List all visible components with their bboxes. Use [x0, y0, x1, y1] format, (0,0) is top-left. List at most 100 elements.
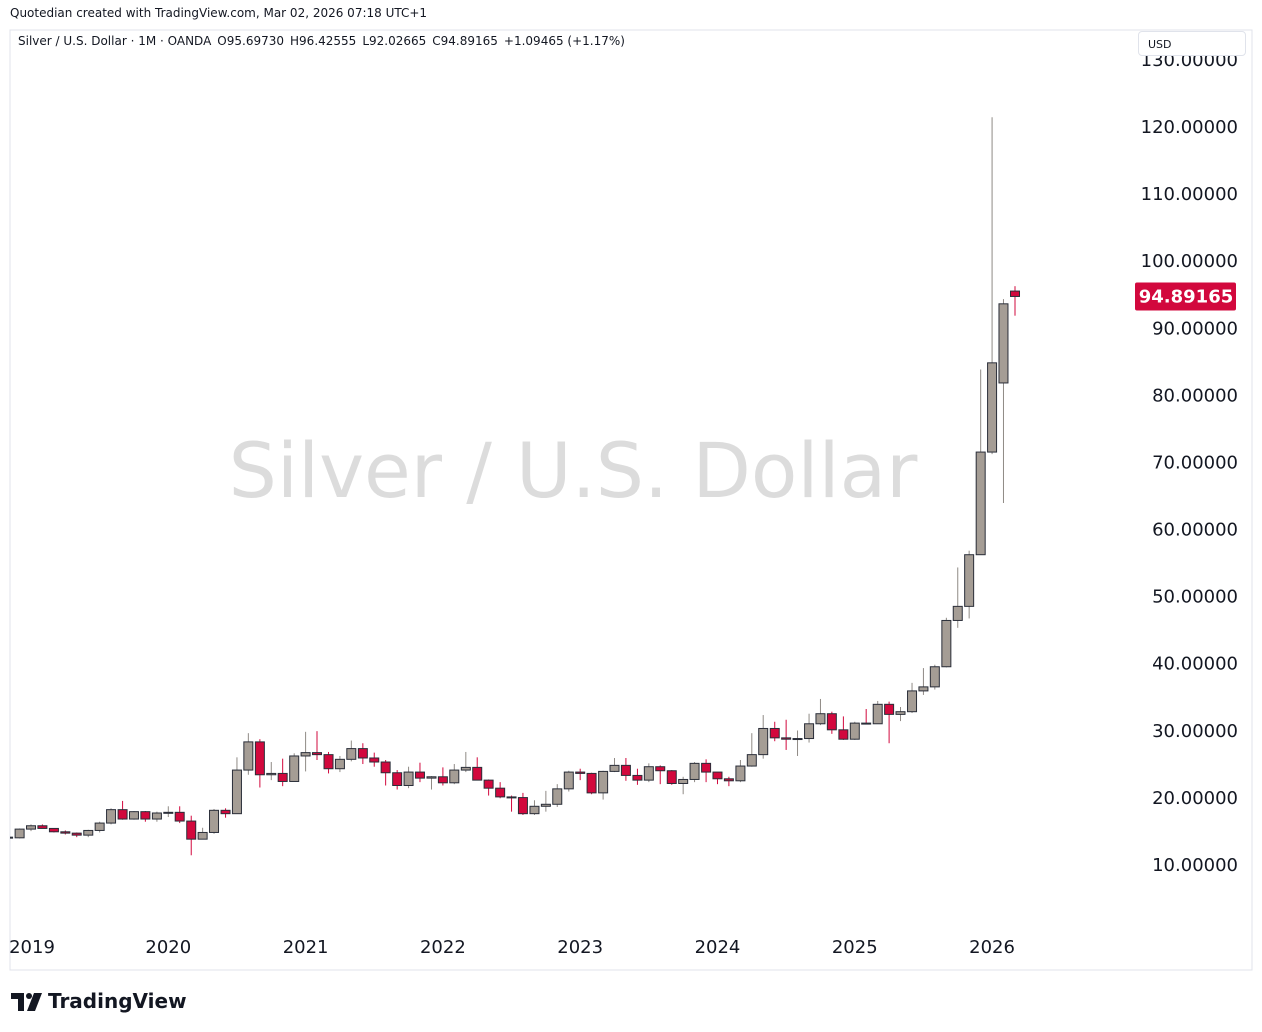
candle-body — [334, 758, 345, 770]
candle-body — [746, 754, 757, 767]
candle-body — [289, 755, 300, 782]
candle-body — [140, 811, 151, 820]
candle-body — [357, 748, 368, 759]
candle-body — [540, 803, 551, 807]
x-tick-label: 2025 — [832, 937, 878, 958]
candle-body — [689, 762, 700, 780]
brand-logo — [11, 993, 42, 1011]
credit: Quotedian created with TradingView.com, … — [10, 6, 428, 20]
candle-body — [106, 809, 117, 824]
candle-body — [952, 605, 963, 621]
candle-body — [163, 811, 174, 814]
candle-body — [884, 703, 895, 715]
candle-body — [941, 619, 952, 668]
candle-body — [620, 764, 631, 776]
x-tick-label: 2021 — [283, 937, 329, 958]
candle-body — [83, 829, 94, 836]
candle-body — [483, 779, 494, 789]
y-tick-label: 20.00000 — [1152, 788, 1238, 809]
last-price-label: 94.89165 — [1139, 286, 1234, 307]
candle-body — [231, 769, 242, 815]
candle-body — [907, 690, 918, 713]
candle-body — [735, 765, 746, 782]
legend-key: C — [432, 34, 441, 48]
pane-border — [9, 29, 1253, 971]
candle-body — [128, 811, 139, 820]
y-tick-label: 100.00000 — [1141, 251, 1238, 272]
legend-item: C94.89165 — [432, 34, 498, 48]
watermark: Silver / U.S. Dollar — [229, 426, 919, 515]
legend-key: H — [290, 34, 300, 48]
candle-body — [48, 827, 59, 833]
candle-body — [632, 774, 643, 781]
legend: Silver / U.S. Dollar · 1M · OANDA O95.697… — [18, 34, 625, 48]
candle-body — [655, 766, 666, 772]
candle-body — [414, 771, 425, 779]
candle-body — [975, 451, 986, 556]
candle-body — [506, 796, 517, 799]
y-tick-label: 70.00000 — [1152, 452, 1238, 473]
candle-body — [987, 362, 998, 453]
y-tick-label: 120.00000 — [1141, 117, 1238, 138]
candle-body — [437, 776, 448, 784]
candle-body — [563, 771, 574, 790]
candle-body — [838, 729, 849, 740]
candle-body — [220, 809, 231, 815]
y-tick-label: 10.00000 — [1152, 855, 1238, 876]
candle-body — [815, 713, 826, 725]
legend-value: 94.89165 — [440, 34, 498, 48]
candle-body — [826, 713, 837, 731]
legend-value: 92.02665 — [369, 34, 427, 48]
candle-body — [117, 809, 128, 820]
candle-body — [151, 812, 162, 820]
candle-body — [517, 797, 528, 815]
currency-button[interactable]: USD — [1138, 31, 1246, 56]
brand-name: TradingView — [48, 989, 187, 1013]
legend-value: 95.69730 — [226, 34, 285, 48]
candle-body — [712, 771, 723, 780]
legend-key: L — [362, 34, 369, 48]
candle-body — [781, 737, 792, 740]
candle-body — [723, 778, 734, 782]
candle-body — [449, 769, 460, 784]
candle-body — [266, 772, 277, 776]
candle-body — [792, 738, 803, 741]
candle-body — [678, 778, 689, 784]
candle-body — [426, 776, 437, 779]
candle-body — [277, 772, 288, 782]
candle-body — [403, 771, 414, 786]
x-tick-label: 2019 — [9, 937, 55, 958]
plot — [10, 117, 1021, 856]
candle-body — [197, 831, 208, 840]
candle-body — [472, 766, 483, 781]
candle-body — [1010, 290, 1021, 297]
candle-body — [552, 788, 563, 805]
candle-body — [311, 752, 322, 756]
candle-body — [609, 764, 620, 772]
x-tick-label: 2022 — [420, 937, 466, 958]
candle-body — [323, 754, 334, 770]
candle-body — [575, 771, 586, 774]
candle-body — [94, 822, 105, 831]
candle-body — [666, 770, 677, 784]
candle-body — [758, 727, 769, 756]
candle-body — [495, 787, 506, 798]
legend-change: +1.09465 (+1.17%) — [503, 34, 625, 48]
candle-body — [529, 805, 540, 815]
y-tick-label: 60.00000 — [1152, 520, 1238, 541]
candle-body — [186, 820, 197, 840]
last-price-box — [1135, 282, 1236, 311]
candle-body — [37, 825, 48, 829]
x-tick-label: 2023 — [557, 937, 603, 958]
candle-body — [174, 811, 185, 822]
x-tick-label: 2024 — [695, 937, 741, 958]
candle-body — [643, 766, 654, 781]
x-tick-label: 2026 — [969, 937, 1015, 958]
legend-title: Silver / U.S. Dollar · 1M · OANDA — [18, 34, 212, 48]
x-tick-label: 2020 — [145, 937, 191, 958]
candle-body — [380, 761, 391, 774]
legend-value: 96.42555 — [299, 34, 357, 48]
candle-body — [929, 666, 940, 688]
candle-body — [243, 741, 254, 771]
